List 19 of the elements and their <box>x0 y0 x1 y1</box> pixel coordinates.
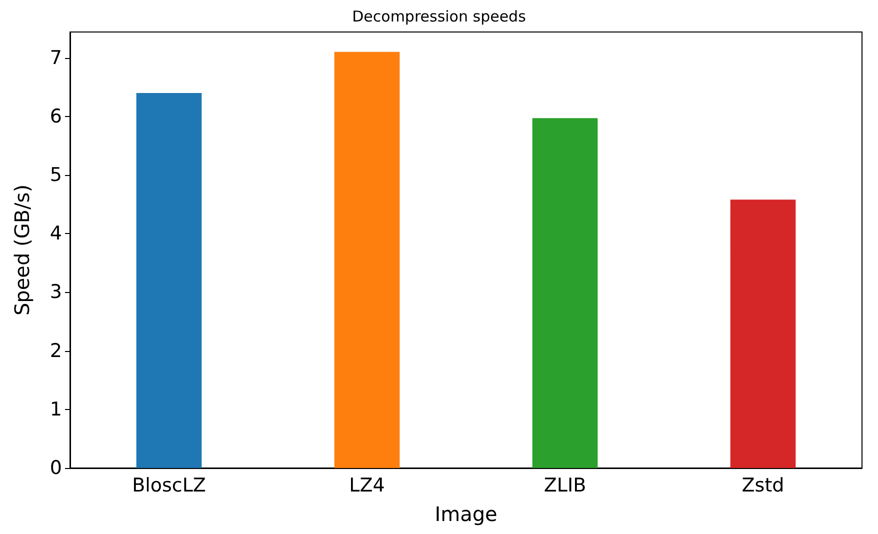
y-tick-label: 4 <box>50 222 62 245</box>
x-tick-label: LZ4 <box>349 474 385 496</box>
x-tick-label: ZLIB <box>544 474 586 496</box>
bar <box>532 118 598 468</box>
bar <box>730 200 796 468</box>
bar <box>136 92 202 468</box>
chart-title: Decompression speeds <box>352 8 526 26</box>
y-tick-label: 5 <box>50 164 62 186</box>
x-axis-title: Image <box>434 502 498 526</box>
y-tick-label: 3 <box>50 281 62 304</box>
y-tick-label: 2 <box>50 340 62 362</box>
y-tick-label: 1 <box>50 398 62 420</box>
y-axis-title: Speed (GB/s) <box>10 184 34 316</box>
bar <box>334 52 400 468</box>
y-tick-label: 7 <box>50 46 62 69</box>
y-tick-label: 6 <box>50 105 62 128</box>
y-tick-label: 0 <box>50 457 62 479</box>
x-tick-label: Zstd <box>742 474 784 496</box>
x-tick-label: BloscLZ <box>132 474 206 496</box>
